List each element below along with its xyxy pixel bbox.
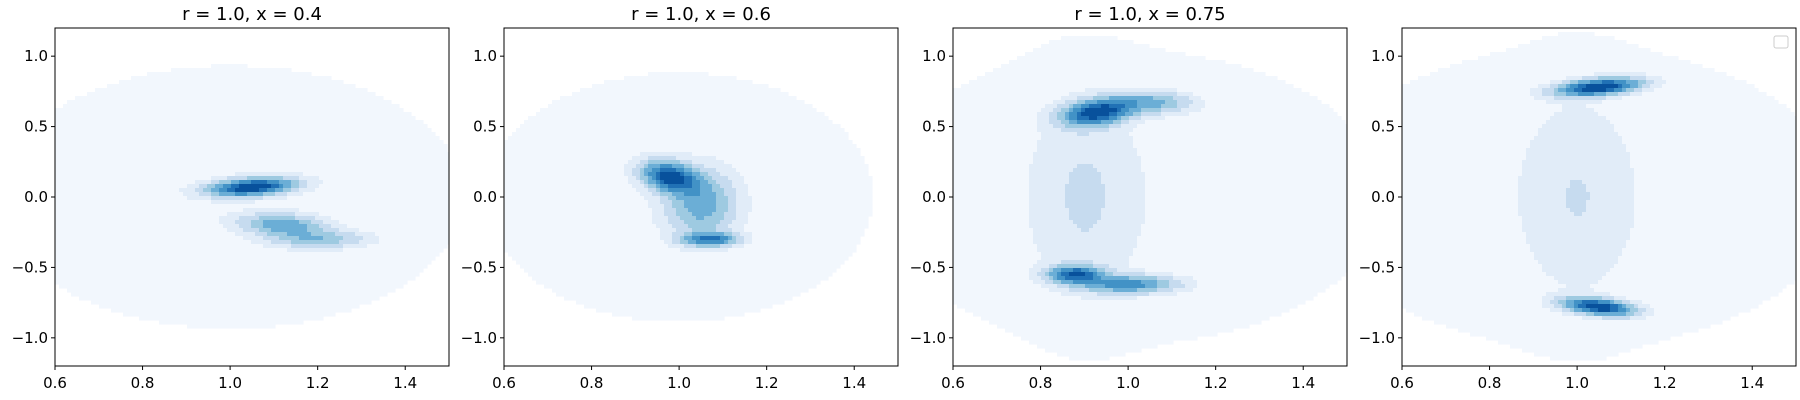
y-tick-label: 1.0 (1371, 47, 1395, 65)
y-tick-label: −0.5 (12, 258, 48, 276)
y-tick-label: −1.0 (1359, 329, 1395, 347)
density-field (55, 64, 449, 329)
x-tick-label: 1.4 (842, 374, 866, 392)
panel-3: 0.6 0.8 1.0 1.2 1.4 −1.0 −0.5 0.0 0.5 1.0 r = 1.0,… (910, 4, 1348, 392)
x-tick-label: 0.6 (941, 374, 965, 392)
x-tick-label: 1.4 (393, 374, 417, 392)
panel-1: 0.6 0.8 1.0 1.2 1.4 −1.0 −0.5 0.0 0.5 1.0 r = 1.0,… (12, 4, 450, 392)
y-tick-label: 0.5 (473, 118, 497, 136)
x-tick-label: 1.0 (667, 374, 691, 392)
y-tick-label: −1.0 (461, 329, 497, 347)
x-tick-label: 0.8 (1029, 374, 1053, 392)
y-tick-label: −1.0 (910, 329, 946, 347)
panel-2: 0.6 0.8 1.0 1.2 1.4 −1.0 −0.5 0.0 0.5 1.0 r = 1.0,… (461, 4, 899, 392)
x-tick-label: 1.2 (1653, 374, 1677, 392)
legend (1773, 35, 1789, 49)
y-tick-label: 1.0 (24, 47, 48, 65)
panel-title: r = 1.0, x = 0.4 (182, 4, 322, 25)
y-tick-label: 0.0 (1371, 188, 1395, 206)
y-tick-label: 0.5 (922, 118, 946, 136)
x-tick-label: 1.2 (1204, 374, 1228, 392)
x-tick-label: 0.6 (43, 374, 67, 392)
panel-4: 0.6 0.8 1.0 1.2 1.4 −1.0 −0.5 0.0 0.5 1.0 (1359, 27, 1797, 392)
y-tick-label: 0.5 (1371, 118, 1395, 136)
x-tick-label: 1.0 (1116, 374, 1140, 392)
x-tick-label: 1.2 (306, 374, 330, 392)
x-tick-label: 1.0 (1565, 374, 1589, 392)
y-tick-label: 0.0 (24, 188, 48, 206)
y-tick-label: 0.5 (24, 118, 48, 136)
y-tick-label: −0.5 (910, 258, 946, 276)
y-tick-label: 1.0 (922, 47, 946, 65)
x-tick-label: 0.6 (1390, 374, 1414, 392)
y-tick-label: −0.5 (461, 258, 497, 276)
density-field (953, 36, 1347, 361)
x-tick-label: 0.8 (1478, 374, 1502, 392)
density-field (1402, 32, 1796, 361)
y-tick-label: 0.0 (922, 188, 946, 206)
y-tick-label: −1.0 (12, 329, 48, 347)
y-tick-label: −0.5 (1359, 258, 1395, 276)
x-tick-label: 1.4 (1740, 374, 1764, 392)
x-tick-label: 1.0 (218, 374, 242, 392)
x-tick-label: 0.8 (131, 374, 155, 392)
x-tick-label: 1.4 (1291, 374, 1315, 392)
density-field (504, 72, 873, 321)
panel-title: r = 1.0, x = 0.6 (631, 4, 771, 25)
x-tick-label: 1.2 (755, 374, 779, 392)
y-tick-label: 0.0 (473, 188, 497, 206)
x-tick-label: 0.8 (580, 374, 604, 392)
y-tick-label: 1.0 (473, 47, 497, 65)
x-tick-label: 0.6 (492, 374, 516, 392)
panel-title: r = 1.0, x = 0.75 (1074, 4, 1225, 25)
